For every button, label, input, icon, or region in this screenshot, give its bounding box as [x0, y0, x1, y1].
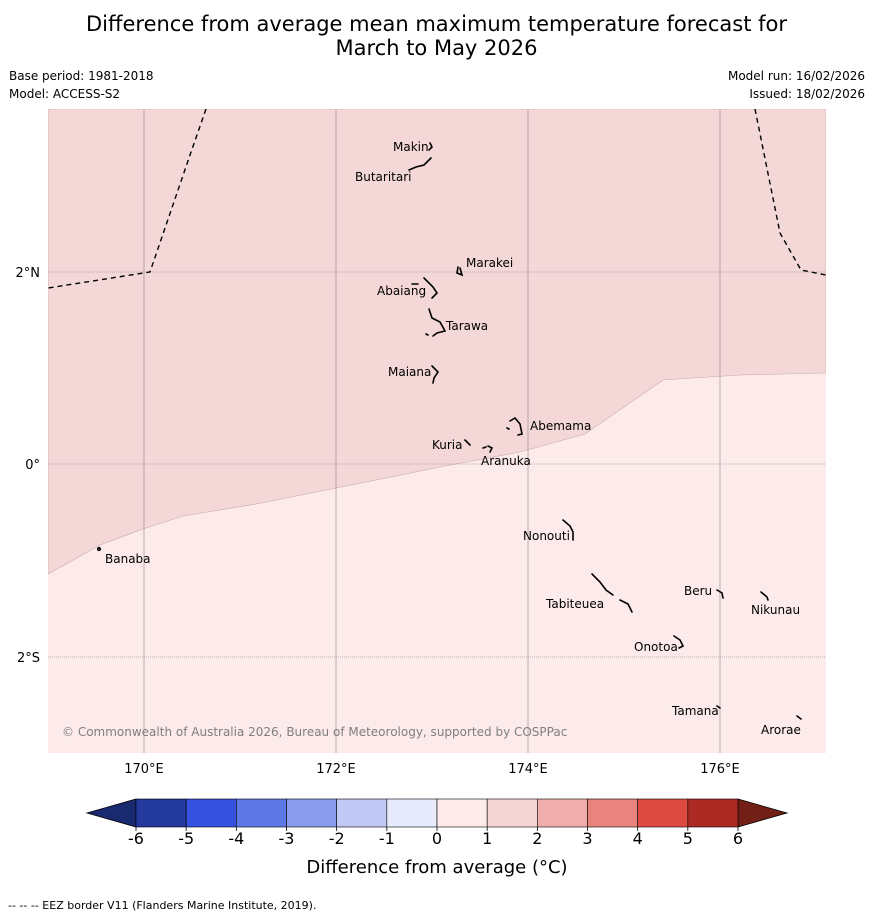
colorbar-tick-label: 2 [532, 829, 542, 848]
island-shape-makin [428, 142, 433, 151]
eez-borders [48, 109, 826, 289]
colorbar-tick-label: -5 [178, 829, 194, 848]
lat-label-0: 0° [25, 458, 40, 473]
island-shape-tarawa [425, 308, 447, 337]
island-shape-banaba [96, 546, 102, 552]
map-area: Makin Butaritari Marakei Abaiang Tarawa … [48, 109, 826, 753]
lon-label-170: 170°E [124, 762, 164, 777]
colorbar-segment [436, 798, 488, 828]
colorbar-segment [537, 798, 588, 828]
meta-left: Base period: 1981-2018 Model: ACCESS-S2 [9, 67, 154, 103]
chart-title: Difference from average mean maximum tem… [0, 12, 873, 60]
anomaly-region-1-2 [48, 109, 826, 575]
copyright-notice: © Commonwealth of Australia 2026, Bureau… [62, 725, 567, 739]
island-shape-tamana [716, 705, 721, 709]
island-shape-onotoa [673, 635, 685, 649]
graticule [48, 109, 826, 753]
colorbar-segment [135, 798, 187, 828]
colorbar-segment [687, 798, 739, 828]
colorbar-segment [336, 798, 388, 828]
colorbar-tick-label: 0 [432, 829, 442, 848]
colorbar-segment [236, 798, 287, 828]
lon-label-176: 176°E [700, 762, 740, 777]
label-aranuka: Aranuka [481, 454, 531, 468]
label-nonouti: Nonouti [523, 529, 570, 543]
island-shape-kuria [464, 439, 471, 446]
label-tamana: Tamana [671, 704, 719, 718]
colorbar-tick-label: -6 [128, 829, 144, 848]
island-shape-maiana [431, 365, 440, 384]
island-shape-tabiteuea [591, 573, 633, 613]
island-shape-beru [716, 589, 724, 599]
label-nikunau: Nikunau [751, 603, 800, 617]
island-shape-nonouti [562, 519, 574, 541]
model-name: Model: ACCESS-S2 [9, 87, 121, 101]
island-shapes [96, 142, 802, 720]
issued-date: Issued: 18/02/2026 [749, 87, 865, 101]
colorbar-tick-label: 3 [582, 829, 592, 848]
label-maiana: Maiana [388, 365, 431, 379]
island-labels: Makin Butaritari Marakei Abaiang Tarawa … [105, 140, 801, 737]
lon-label-174: 174°E [508, 762, 548, 777]
island-shape-butaritari [408, 157, 432, 171]
meta-right: Model run: 16/02/2026 Issued: 18/02/2026 [728, 67, 865, 103]
colorbar-segment [587, 798, 638, 828]
lon-label-172: 172°E [316, 762, 356, 777]
colorbar-tick-label: -2 [329, 829, 345, 848]
label-abemama: Abemama [530, 419, 591, 433]
colorbar-extend-low [85, 798, 137, 828]
title-line-1: Difference from average mean maximum tem… [86, 12, 787, 36]
island-shape-nikunau [760, 591, 769, 601]
colorbar-tick-label: 4 [633, 829, 643, 848]
label-beru: Beru [684, 584, 712, 598]
colorbar-extend-high [737, 798, 789, 828]
colorbar-segment [286, 798, 337, 828]
label-banaba: Banaba [105, 552, 151, 566]
label-abaiang: Abaiang [377, 284, 426, 298]
eez-footnote: -- -- -- EEZ border V11 (Flanders Marine… [8, 899, 317, 912]
eez-border-east [754, 109, 826, 276]
colorbar: -6 -5 -4 -3 -2 -1 0 1 2 3 4 5 6 [85, 798, 789, 848]
lat-label-2s: 2°S [17, 651, 40, 666]
label-tarawa: Tarawa [445, 319, 488, 333]
colorbar-tick-label: 1 [482, 829, 492, 848]
island-shape-abemama [506, 416, 523, 436]
label-marakei: Marakei [466, 256, 513, 270]
colorbar-segment [185, 798, 237, 828]
colorbar-segment [386, 798, 438, 828]
island-shape-arorae [796, 715, 802, 720]
axis-labels: 2°N 0° 2°S 170°E 172°E 174°E 176°E [16, 266, 740, 777]
eez-border-west [48, 109, 207, 289]
label-arorae: Arorae [761, 723, 801, 737]
colorbar-tick-label: -4 [228, 829, 244, 848]
model-run: Model run: 16/02/2026 [727, 69, 865, 83]
label-kuria: Kuria [432, 438, 463, 452]
island-shape-marakei [456, 266, 464, 277]
colorbar-segment [486, 798, 538, 828]
label-butaritari: Butaritari [355, 170, 412, 184]
label-makin: Makin [393, 140, 429, 154]
island-shape-abaiang [411, 277, 439, 299]
colorbar-tick-label: -3 [279, 829, 295, 848]
island-shape-aranuka [482, 445, 494, 453]
label-tabiteuea: Tabiteuea [545, 597, 604, 611]
base-period: Base period: 1981-2018 [9, 69, 154, 83]
title-line-2: March to May 2026 [335, 36, 538, 60]
colorbar-tick-label: 6 [733, 829, 743, 848]
colorbar-label: Difference from average (°C) [306, 857, 567, 878]
colorbar-tick-label: 5 [683, 829, 693, 848]
colorbar-segment [637, 798, 689, 828]
lat-label-2n: 2°N [16, 266, 41, 281]
label-onotoa: Onotoa [634, 640, 678, 654]
colorbar-tick-label: -1 [379, 829, 395, 848]
